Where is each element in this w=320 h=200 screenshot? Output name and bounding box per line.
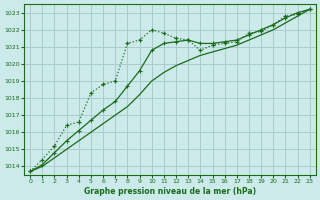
X-axis label: Graphe pression niveau de la mer (hPa): Graphe pression niveau de la mer (hPa) <box>84 187 256 196</box>
